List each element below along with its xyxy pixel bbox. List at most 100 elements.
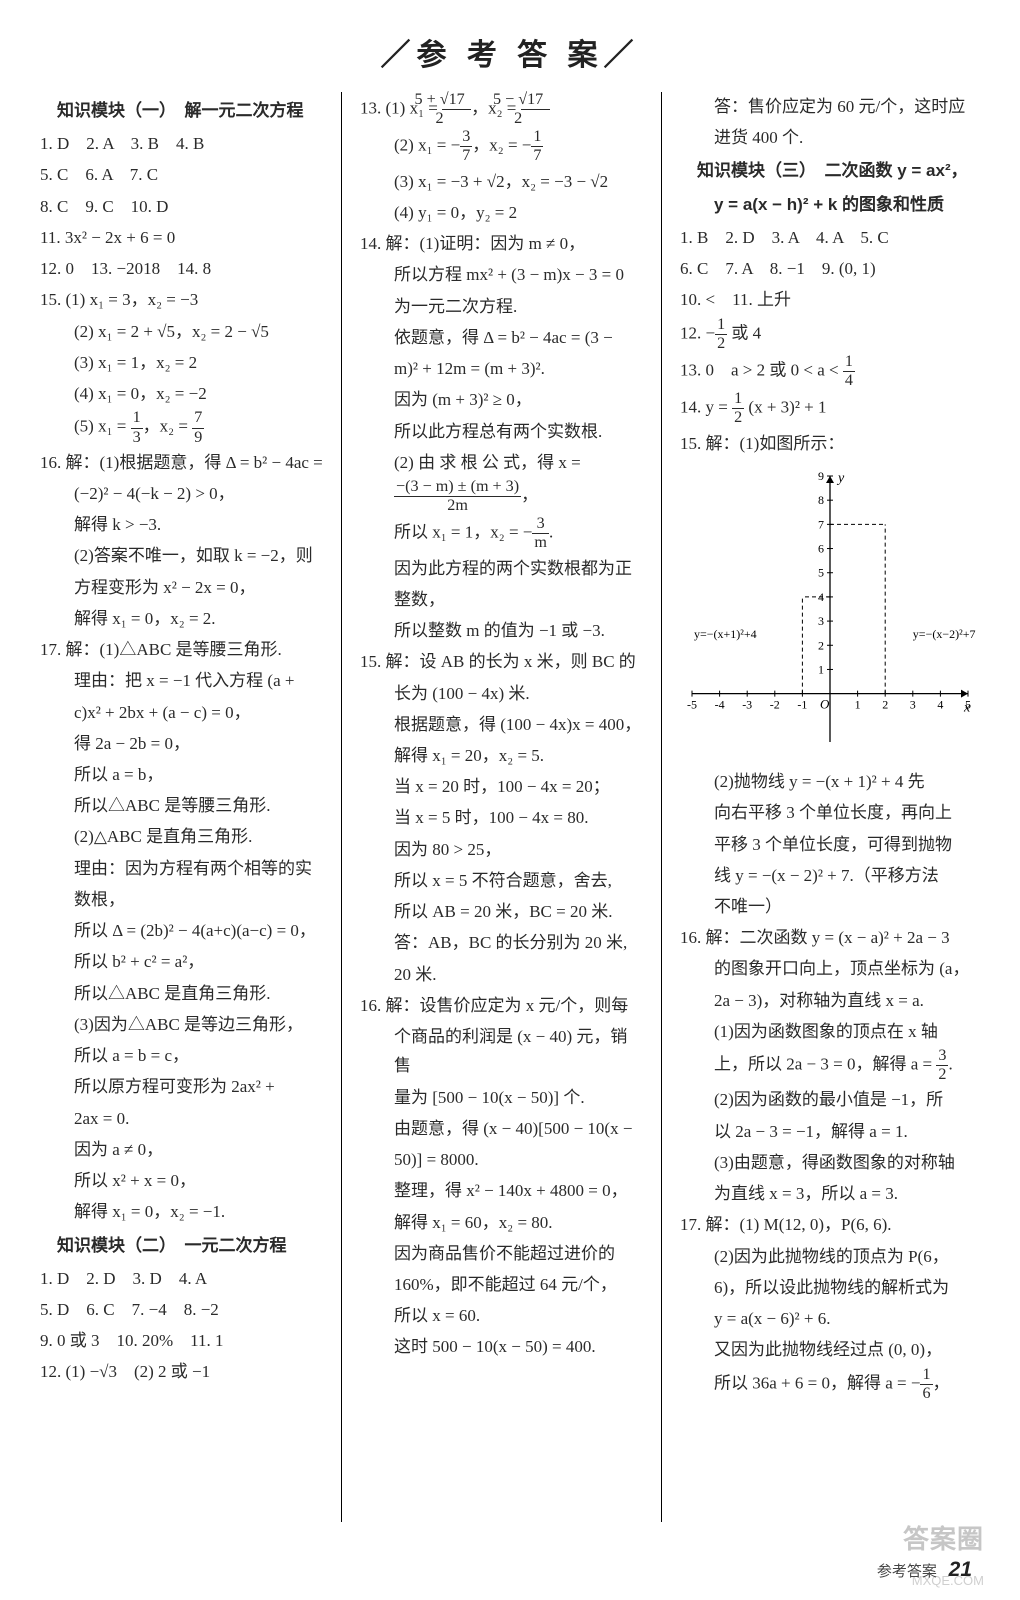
c3-q16f: (2)因为函数的最小值是 −1，所: [680, 1085, 980, 1114]
svg-text:4: 4: [937, 697, 943, 711]
svg-text:3: 3: [818, 614, 824, 628]
c2-q16f: 整理，得 x² − 140x + 4800 = 0，: [360, 1176, 643, 1205]
column-1: 知识模块（一） 解一元二次方程 1. D 2. A 3. B 4. B 5. C…: [40, 92, 323, 1522]
page-title: ／参 考 答 案／: [380, 30, 639, 74]
m1-q17n: 所以 a = b = c，: [40, 1041, 323, 1070]
c3-q15p2e: 不唯一）: [680, 892, 980, 921]
column-3: 答：售价应定为 60 元/个，这时应 进货 400 个. 知识模块（三） 二次函…: [680, 92, 980, 1522]
c2-q14e: m)² + 12m = (m + 3)².: [360, 354, 643, 383]
frac-1-6: 16: [920, 1367, 932, 1402]
frac-root: −(3 − m) ± (m + 3)2m: [394, 479, 521, 514]
svg-text:5: 5: [818, 566, 824, 580]
c3-q13: 13. 0 a > 2 或 0 < a < 14: [680, 354, 980, 389]
c2-q14g: 所以此方程总有两个实数根.: [360, 417, 643, 446]
svg-text:y=−(x+1)²+4: y=−(x+1)²+4: [694, 627, 757, 641]
m2-mc2: 5. D 6. C 7. −4 8. −2: [40, 1295, 323, 1324]
c2-q14c: 为一元二次方程.: [360, 292, 643, 321]
t: (2) x₁ = −: [394, 136, 460, 155]
c2-q14a: 14. 解：(1)证明：因为 m ≠ 0，: [360, 229, 643, 258]
m1-q17s: 解得 x₁ = 0，x₂ = −1.: [40, 1197, 323, 1226]
m2-mc1: 1. D 2. D 3. D 4. A: [40, 1264, 323, 1293]
footer-page-number: 21: [949, 1558, 972, 1581]
t: 所以 36a + 6 = 0，解得 a = −: [714, 1373, 920, 1392]
frac: 5 + √172: [442, 92, 471, 127]
m1-q17f: 所以△ABC 是等腰三角形.: [40, 791, 323, 820]
c2-q15b: 长为 (100 − 4x) 米.: [360, 679, 643, 708]
m1-q17r: 所以 x² + x = 0，: [40, 1166, 323, 1195]
c3-q12: 12. −12 或 4: [680, 317, 980, 352]
m1-q17h: 理由：因为方程有两个相等的实: [40, 854, 323, 883]
svg-text:8: 8: [818, 493, 824, 507]
m1-q12: 12. 0 13. −2018 14. 8: [40, 254, 323, 283]
watermark-1: 答案圈: [903, 1519, 984, 1556]
c3-q16d: (1)因为函数图象的顶点在 x 轴: [680, 1017, 980, 1046]
c2-q14h: (2) 由 求 根 公 式，得 x =: [360, 448, 643, 477]
m1-mc1: 1. D 2. A 3. B 4. B: [40, 129, 323, 158]
m1-q16a: 16. 解：(1)根据题意，得 Δ = b² − 4ac =: [40, 448, 323, 477]
column-2: 13. (1) x₁ = 5 + √172，x₂ = 5 − √172 (2) …: [360, 92, 643, 1522]
svg-text:7: 7: [818, 517, 824, 531]
m1-q15d: (4) x₁ = 0，x₂ = −2: [40, 379, 323, 408]
svg-text:y: y: [836, 471, 845, 486]
c3-q17d: y = a(x − 6)² + 6.: [680, 1304, 980, 1333]
svg-text:1: 1: [855, 697, 861, 711]
c2-q16c: 量为 [500 − 10(x − 50)] 个.: [360, 1083, 643, 1112]
c3-q15p2a: (2)抛物线 y = −(x + 1)² + 4 先: [680, 767, 980, 796]
t: ，x₂ =: [143, 417, 193, 436]
c2-q15j: 答：AB，BC 的长分别为 20 米,: [360, 928, 643, 957]
m1-q15c: (3) x₁ = 1，x₂ = 2: [40, 348, 323, 377]
c3-q16a: 16. 解：二次函数 y = (x − a)² + 2a − 3: [680, 923, 980, 952]
t: .: [948, 1055, 952, 1074]
svg-text:6: 6: [818, 541, 824, 555]
frac-1-2: 12: [715, 317, 727, 352]
c2-q16a: 16. 解：设售价应定为 x 元/个，则每: [360, 991, 643, 1020]
frac-3-2: 32: [936, 1048, 948, 1083]
c2-q16b: 个商品的利润是 (x − 40) 元，销售: [360, 1022, 643, 1080]
module3-heading-1: 知识模块（三） 二次函数 y = ax²，: [680, 156, 980, 185]
m1-mc2: 5. C 6. A 7. C: [40, 160, 323, 189]
t: 所以 x₁ = 1，x₂ = −: [394, 523, 532, 542]
c3-q16e: 上，所以 2a − 3 = 0，解得 a = 32.: [680, 1048, 980, 1083]
t: 14. y =: [680, 398, 732, 417]
c2-q15f: 当 x = 5 时，100 − 4x = 80.: [360, 803, 643, 832]
m2-mc3: 9. 0 或 3 10. 20% 11. 1: [40, 1326, 323, 1355]
m1-q17g: (2)△ABC 是直角三角形.: [40, 822, 323, 851]
c2-q13a: 13. (1) x₁ = 5 + √172，x₂ = 5 − √172: [360, 92, 643, 127]
t: ，x₂ = −: [472, 136, 531, 155]
column-separator-2: [661, 92, 662, 1522]
c2-q13d: (4) y₁ = 0，y₂ = 2: [360, 198, 643, 227]
c2-q16e: 50)] = 8000.: [360, 1145, 643, 1174]
m1-q15b: (2) x₁ = 2 + √5，x₂ = 2 − √5: [40, 317, 323, 346]
c3-q15a: 15. 解：(1)如图所示：: [680, 429, 980, 458]
frac-1-2b: 12: [732, 391, 744, 426]
c3-q17b: (2)因为此抛物线的顶点为 P(6，: [680, 1242, 980, 1271]
m1-q17b: 理由：把 x = −1 代入方程 (a +: [40, 666, 323, 695]
c3-mc2: 6. C 7. A 8. −1 9. (0, 1): [680, 254, 980, 283]
t: (x + 3)² + 1: [744, 398, 826, 417]
c2-q13b: (2) x₁ = −37，x₂ = −17: [360, 129, 643, 164]
m1-q17e: 所以 a = b，: [40, 760, 323, 789]
m1-q15a: 15. (1) x₁ = 3，x₂ = −3: [40, 285, 323, 314]
c2-q14k: 因为此方程的两个实数根都为正: [360, 554, 643, 583]
c2-q14m: 所以整数 m 的值为 −1 或 −3.: [360, 616, 643, 645]
c3-q16c: 2a − 3)，对称轴为直线 x = a.: [680, 986, 980, 1015]
content-columns: 知识模块（一） 解一元二次方程 1. D 2. A 3. B 4. B 5. C…: [40, 92, 980, 1522]
c2-q15e: 当 x = 20 时，100 − 4x = 20；: [360, 772, 643, 801]
column-separator-1: [341, 92, 342, 1522]
svg-text:9: 9: [818, 469, 824, 483]
c2-q16d: 由题意，得 (x − 40)[500 − 10(x −: [360, 1114, 643, 1143]
t: 或 4: [727, 323, 761, 342]
c2-q15d: 解得 x₁ = 20，x₂ = 5.: [360, 741, 643, 770]
m1-q17i: 数根，: [40, 885, 323, 914]
c2-q15g: 因为 80 > 25，: [360, 835, 643, 864]
m1-q17k: 所以 b² + c² = a²，: [40, 947, 323, 976]
svg-text:-1: -1: [797, 697, 807, 711]
c3-top2: 进货 400 个.: [680, 123, 980, 152]
m1-q17d: 得 2a − 2b = 0，: [40, 729, 323, 758]
m1-q16c: 解得 k > −3.: [40, 510, 323, 539]
c2-q16g: 解得 x₁ = 60，x₂ = 80.: [360, 1208, 643, 1237]
t: .: [549, 523, 553, 542]
c2-q14l: 整数，: [360, 585, 643, 614]
parabola-chart: -5-4-3-2-112345123456789Oxyy=−(x+1)²+4y=…: [680, 464, 980, 763]
t: −(3 − m) ± (m + 3): [394, 479, 521, 497]
